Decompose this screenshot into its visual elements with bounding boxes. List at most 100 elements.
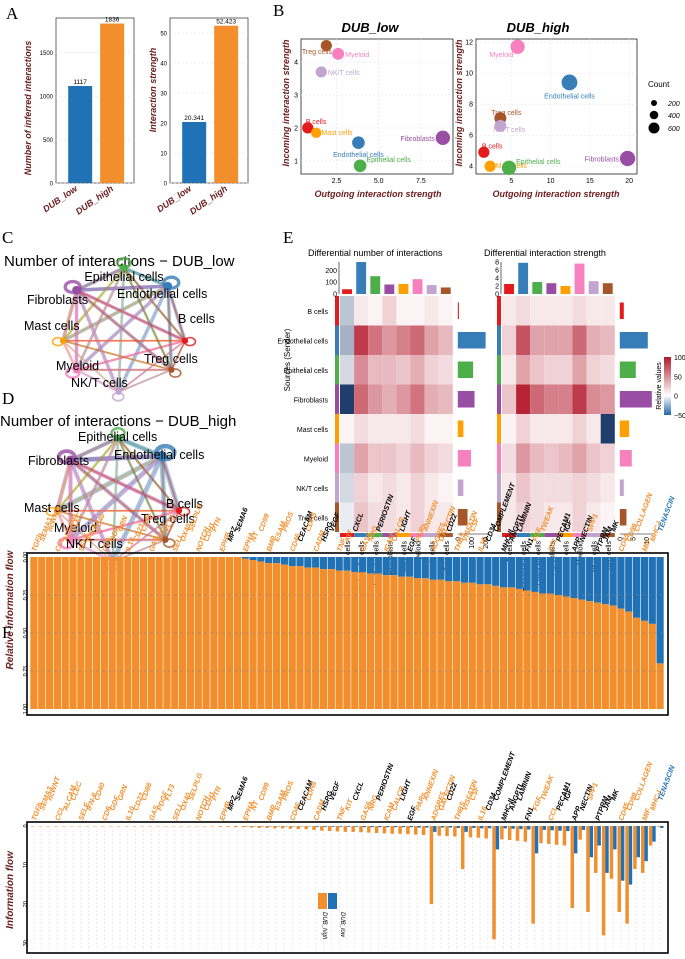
d-edge [111,437,120,562]
ft-bar-high [554,595,562,709]
el-row-label: Treg cells [298,515,329,522]
c-edge [167,285,186,342]
d-node [53,507,61,514]
er-cell [516,355,531,385]
b2-ylabel: Incoming interaction strength [454,39,464,167]
d-edge [160,456,167,540]
ft-bar-low [382,557,390,576]
el-row-label: Myeloid [304,456,328,463]
er-col-strip [572,533,587,537]
el-cell [368,502,383,532]
er-cell [502,325,517,355]
el-row-strip [335,473,339,503]
c-edge [123,267,173,371]
ft-bar-high [398,576,406,709]
ft-bar-high [366,573,375,709]
ft-bar-low [546,557,555,594]
el-cell [410,502,425,532]
fb-bar-high [406,826,410,835]
er-cell [586,414,601,444]
ft-pathway-label: KIT [342,528,355,543]
fb-bar-high [507,826,512,841]
er-cell [530,325,545,355]
el-cell [424,414,439,444]
a1-xtick-high: DUB_high [74,183,116,216]
fb-pathway-label: GRN [115,783,129,802]
ft-bar-low [296,557,304,567]
c-edge [62,339,172,371]
er-cell [600,296,615,326]
panel-label-f: F [2,623,11,642]
b2-ytick: 6 [469,133,473,140]
ft-ytick: 1.00 [23,704,29,715]
el-cell [340,384,355,414]
fb-bar-low [660,826,664,828]
c-edge [74,289,121,393]
fb-bar-high [351,826,355,832]
ft-ytick: 0.75 [23,666,29,677]
e-legend-tick: 50 [674,374,682,381]
a2-ytick: 40 [160,62,167,68]
panel-label-c: C [2,228,13,247]
b2-ytick: 10 [465,71,473,78]
el-cell [396,443,411,473]
er-cell [558,325,573,355]
er-top-tick: 2 [495,284,499,291]
fb-ytick: 20 [23,901,29,907]
b2-ytick: 4 [469,164,473,171]
ft-bar-high [296,566,304,709]
f-bottom-ylabel: Information flow [5,850,16,929]
b1-xlabel: Outgoing interaction strength [315,189,442,199]
er-cell [586,325,601,355]
ft-bar-high [288,566,296,709]
el-right-tick: 100 [469,537,476,549]
er-cell [502,296,517,326]
er-col-label: B cells [507,541,514,562]
ft-bar-high [218,557,226,709]
el-right-bar [457,390,475,408]
c-node-label: NK/T cells [71,376,128,390]
d-edge [69,459,114,563]
el-cell [354,325,369,355]
ft-bar-high [186,557,195,709]
c-edge [76,284,168,292]
b1-ylabel: Incoming interaction strength [281,39,291,167]
fb-bar-low [354,826,359,827]
fb-bar-high [586,826,590,912]
a1-ytick: 500 [43,138,54,144]
c-node-label: Epithelial cells [84,270,163,284]
panel-label-b: B [273,1,284,20]
e-color-legend: 100 50 0 −50 Relative values [656,355,685,420]
e-ylabel: Sources (Sender) [283,328,292,391]
f-bottom-frame [26,821,669,954]
b2-xtick: 20 [625,178,633,185]
b-size-legend-dot-200 [651,100,657,106]
c-node-label: Mast cells [24,319,80,333]
ft-bar-low [272,557,281,564]
ft-pathway-label: PTN [209,515,223,532]
ft-bar-high [429,579,437,709]
ft-pathway-label: COLLAGEN [632,491,655,533]
ft-bar-low [374,557,382,574]
c-node-label: Treg cells [144,352,198,366]
el-cell [368,325,383,355]
b2-title: DUB_high [507,20,570,35]
d-edge [111,455,163,563]
el-top-bar [398,283,409,294]
c-node-label: Endothelial cells [117,287,207,301]
el-cell [424,443,439,473]
el-row-label: NK/T cells [296,486,328,493]
fb-bar-high [539,826,543,844]
ft-bar-high [484,584,492,709]
b1-point-endothelial-cells [352,136,365,150]
e-legend-title: Relative values [656,362,663,410]
ft-pathway-label: IGF [562,518,575,533]
d-edge [55,437,120,512]
d-edge [69,437,120,541]
el-cell [396,502,411,532]
b1-ytick: 3 [294,92,298,99]
el-cell [410,384,425,414]
fb-bar-high [554,826,559,845]
fb-bar-low [534,826,539,854]
er-cell [600,443,615,473]
